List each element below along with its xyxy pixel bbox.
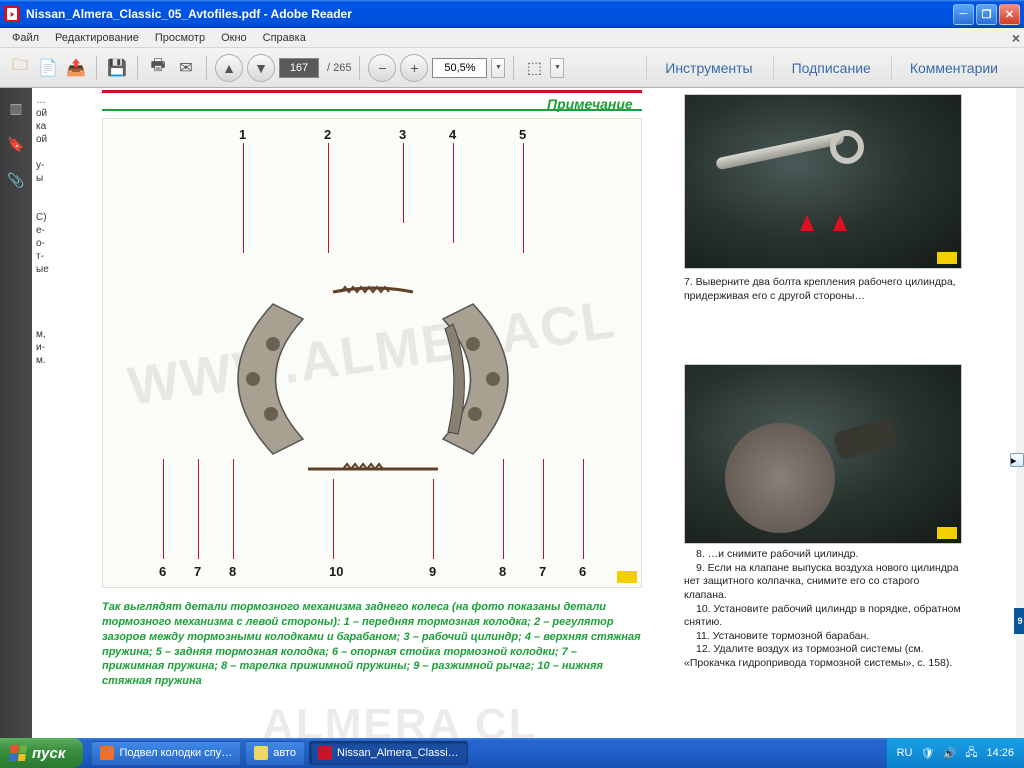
step8-12-text: 8. …и снимите рабочий цилиндр. 9. Если н… [684, 548, 964, 671]
zoom-out-button[interactable]: − [368, 54, 396, 82]
selection-tool-icon[interactable]: ⬚ [522, 56, 546, 80]
diagram-tag [617, 571, 637, 583]
thumbnails-icon[interactable]: ▥ [6, 98, 26, 118]
page-number-input[interactable] [279, 58, 319, 78]
system-tray: RU 🛡 🔊 🖧 14:26 [886, 738, 1024, 768]
task-app-icon [318, 746, 332, 760]
menu-window[interactable]: Окно [215, 30, 253, 46]
callout-bottom-0: 6 [159, 564, 166, 579]
panel-sign-link[interactable]: Подписание [773, 56, 889, 80]
language-indicator[interactable]: RU [897, 747, 913, 759]
page-up-button[interactable]: ▲ [215, 54, 243, 82]
window-titlebar: Nissan_Almera_Classic_05_Avtofiles.pdf -… [0, 0, 1024, 28]
menu-edit[interactable]: Редактирование [49, 30, 145, 46]
view-mode-dropdown[interactable]: ▼ [550, 58, 564, 78]
callout-2: 2 [324, 127, 331, 142]
minimize-button[interactable]: ─ [953, 4, 974, 25]
scroll-handle[interactable]: ▸ [1010, 453, 1024, 467]
open-icon[interactable]: 🗀 [8, 56, 32, 80]
task-app-icon [100, 746, 114, 760]
menu-help[interactable]: Справка [257, 30, 312, 46]
callout-bottom-7: 6 [579, 564, 586, 579]
clock[interactable]: 14:26 [986, 747, 1014, 759]
callout-bottom-1: 7 [194, 564, 201, 579]
doc-close-button[interactable]: × [1012, 30, 1020, 46]
exploded-diagram: WWW.ALMERACL 12345 678109876 [102, 118, 642, 588]
brake-assembly [213, 274, 533, 484]
callout-1: 1 [239, 127, 246, 142]
callout-4: 4 [449, 127, 456, 142]
pdf-page: …ойкаой у-ы С)е-о-т-ые м,и-м. Примечание… [32, 88, 1024, 738]
document-viewport[interactable]: …ойкаой у-ы С)е-о-т-ые м,и-м. Примечание… [32, 88, 1024, 738]
taskbar-item[interactable]: Nissan_Almera_Classi… [309, 741, 468, 765]
menu-bar: Файл Редактирование Просмотр Окно Справк… [0, 28, 1024, 48]
tray-network-icon[interactable]: 🖧 [964, 746, 978, 760]
step7-photo [684, 94, 962, 269]
scrollbar[interactable] [1016, 88, 1024, 738]
save-icon[interactable]: 💾 [105, 56, 129, 80]
app-icon [4, 6, 20, 22]
menu-view[interactable]: Просмотр [149, 30, 211, 46]
taskbar: пуск Подвел колодки спу… авто Nissan_Alm… [0, 738, 1024, 768]
step7-text: 7. Выверните два болта крепления рабочег… [684, 276, 964, 303]
callout-3: 3 [399, 127, 406, 142]
nav-sidebar: ▥ 🔖 📎 [0, 88, 32, 738]
taskbar-item[interactable]: авто [245, 741, 305, 765]
page-down-button[interactable]: ▼ [247, 54, 275, 82]
email-icon[interactable]: ✉ [174, 56, 198, 80]
callout-bottom-5: 8 [499, 564, 506, 579]
zoom-in-button[interactable]: + [400, 54, 428, 82]
panel-comment-link[interactable]: Комментарии [891, 56, 1016, 80]
callout-bottom-3: 10 [329, 564, 343, 579]
left-text-fragment: …ойкаой у-ы С)е-о-т-ые м,и-м. [32, 88, 92, 738]
print-icon[interactable]: 🖶 [146, 56, 170, 80]
start-label: пуск [32, 745, 65, 762]
zoom-dropdown[interactable]: ▼ [491, 58, 505, 78]
callout-5: 5 [519, 127, 526, 142]
page-total-label: / 265 [327, 62, 351, 74]
watermark-bottom: ALMERA CL [262, 700, 537, 738]
callout-bottom-2: 8 [229, 564, 236, 579]
windows-logo-icon [9, 745, 27, 761]
close-button[interactable]: ✕ [999, 4, 1020, 25]
attachment-icon[interactable]: 📎 [6, 170, 26, 190]
task-label: Подвел колодки спу… [119, 747, 232, 759]
export-icon[interactable]: 📤 [64, 56, 88, 80]
maximize-button[interactable]: ❐ [976, 4, 997, 25]
task-app-icon [254, 746, 268, 760]
diagram-caption: Так выглядят детали тормозного механизма… [102, 600, 642, 689]
panel-tools-link[interactable]: Инструменты [646, 56, 770, 80]
zoom-input[interactable] [432, 58, 487, 78]
task-label: авто [273, 747, 296, 759]
tray-volume-icon[interactable]: 🔊 [942, 746, 956, 760]
bookmark-icon[interactable]: 🔖 [6, 134, 26, 154]
toolbar: 🗀 📄 📤 💾 🖶 ✉ ▲ ▼ / 265 − + ▼ ⬚ ▼ Инструме… [0, 48, 1024, 88]
tray-shield-icon[interactable]: 🛡 [920, 746, 934, 760]
note-heading: Примечание [547, 96, 633, 112]
task-label: Nissan_Almera_Classi… [337, 747, 459, 759]
window-title: Nissan_Almera_Classic_05_Avtofiles.pdf -… [26, 7, 352, 21]
taskbar-item[interactable]: Подвел колодки спу… [91, 741, 241, 765]
start-button[interactable]: пуск [0, 738, 83, 768]
menu-file[interactable]: Файл [6, 30, 45, 46]
callout-bottom-4: 9 [429, 564, 436, 579]
step8-photo [684, 364, 962, 544]
create-pdf-icon[interactable]: 📄 [36, 56, 60, 80]
callout-bottom-6: 7 [539, 564, 546, 579]
